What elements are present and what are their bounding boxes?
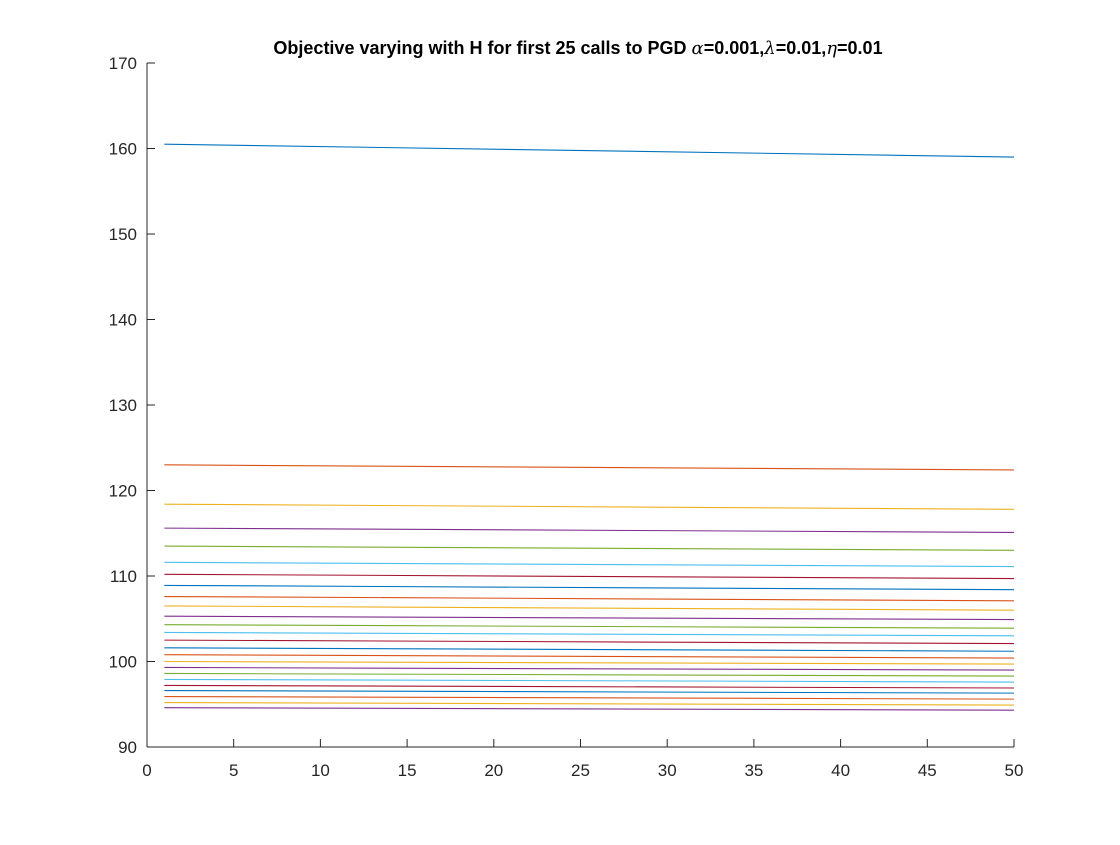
series-line-24 bbox=[164, 701, 1015, 706]
series-line-3 bbox=[164, 503, 1015, 510]
series-line-1 bbox=[164, 143, 1015, 158]
series-line-4 bbox=[164, 527, 1015, 533]
title-text: =0.01 bbox=[837, 38, 883, 58]
x-tick-label: 30 bbox=[658, 761, 677, 780]
x-tick-label: 20 bbox=[484, 761, 503, 780]
series-line-12 bbox=[164, 624, 1015, 629]
y-tick-label: 160 bbox=[109, 140, 137, 159]
series-line-21 bbox=[164, 684, 1015, 689]
y-tick-label: 100 bbox=[109, 653, 137, 672]
title-greek-symbol: λ bbox=[763, 38, 775, 59]
x-tick-label: 5 bbox=[229, 761, 238, 780]
y-tick-label: 120 bbox=[109, 482, 137, 501]
x-tick-label: 35 bbox=[744, 761, 763, 780]
x-tick-label: 15 bbox=[398, 761, 417, 780]
x-tick-label: 40 bbox=[831, 761, 850, 780]
series-line-17 bbox=[164, 660, 1015, 665]
series-line-7 bbox=[164, 573, 1015, 580]
y-tick-label: 170 bbox=[109, 54, 137, 73]
series-line-23 bbox=[164, 696, 1015, 700]
x-tick-label: 25 bbox=[571, 761, 590, 780]
title-greek-symbol: η bbox=[826, 38, 837, 59]
y-tick-label: 90 bbox=[118, 738, 137, 757]
y-tick-label: 130 bbox=[109, 396, 137, 415]
x-tick-label: 10 bbox=[311, 761, 330, 780]
series-line-19 bbox=[164, 672, 1015, 677]
series-line-11 bbox=[164, 615, 1015, 621]
series-line-15 bbox=[164, 647, 1015, 652]
series-line-18 bbox=[164, 666, 1015, 671]
series-line-6 bbox=[164, 561, 1015, 568]
y-tick-label: 150 bbox=[109, 225, 137, 244]
series-line-13 bbox=[164, 631, 1015, 637]
y-tick-label: 110 bbox=[110, 567, 137, 586]
series-line-16 bbox=[164, 654, 1015, 659]
series-lines bbox=[164, 143, 1015, 711]
y-tick-label: 140 bbox=[109, 311, 137, 330]
series-line-8 bbox=[164, 584, 1015, 591]
title-text: Objective varying with H for first 25 ca… bbox=[273, 38, 691, 58]
x-tick-label: 50 bbox=[1005, 761, 1024, 780]
series-line-25 bbox=[164, 707, 1015, 711]
axes: 0 5 10 15 20 25 30 35 40 45 50 90 100 110 120 130 140 150… bbox=[109, 54, 1024, 780]
title-greek-symbol: α bbox=[692, 38, 704, 59]
series-line-2 bbox=[164, 464, 1015, 471]
series-line-5 bbox=[164, 545, 1015, 551]
series-line-9 bbox=[164, 595, 1015, 602]
series-line-20 bbox=[164, 678, 1015, 683]
x-tick-label: 0 bbox=[142, 761, 151, 780]
title-text: =0.001, bbox=[704, 38, 765, 58]
title-text: =0.01, bbox=[776, 38, 827, 58]
series-line-10 bbox=[164, 605, 1015, 611]
series-line-14 bbox=[164, 639, 1015, 645]
chart-title: Objective varying with H for first 25 ca… bbox=[273, 38, 882, 59]
series-line-22 bbox=[164, 690, 1015, 694]
x-tick-label: 45 bbox=[918, 761, 937, 780]
